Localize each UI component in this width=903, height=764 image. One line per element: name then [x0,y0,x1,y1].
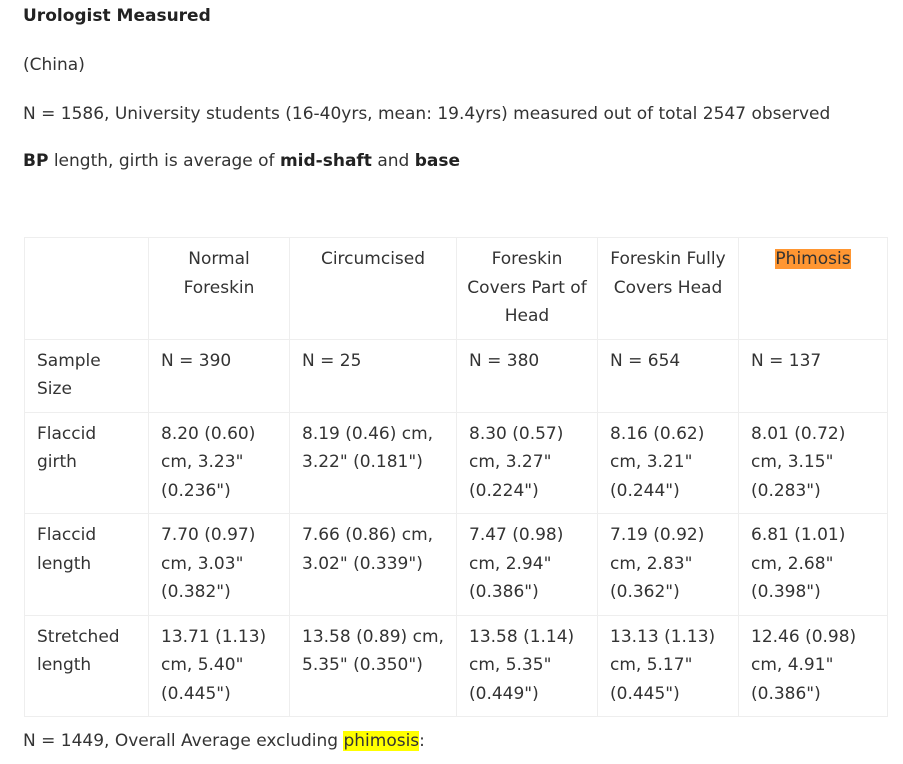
overall-average-line: N = 1449, Overall Average excluding phim… [23,731,425,751]
phimosis-highlight: phimosis [343,731,420,751]
row-label: Stretched length [24,614,149,717]
table-cell: 8.30 (0.57) cm, 3.27" (0.224") [456,411,598,514]
table-cell: 13.71 (1.13) cm, 5.40" (0.445") [148,614,290,717]
table-cell: 13.58 (0.89) cm, 5.35" (0.350") [289,614,457,717]
table-cell: 8.01 (0.72) cm, 3.15" (0.283") [738,411,888,514]
table-cell: 7.70 (0.97) cm, 3.03" (0.382") [148,513,290,616]
row-label: Flaccid length [24,513,149,616]
row-label: Flaccid girth [24,411,149,514]
table-row: Stretched length 13.71 (1.13) cm, 5.40" … [24,614,888,717]
header-phimosis: Phimosis [738,237,888,340]
overall-average-colon: : [419,731,425,751]
table-cell: N = 137 [738,338,888,413]
table-cell: N = 380 [456,338,598,413]
phimosis-highlight: Phimosis [775,249,851,269]
header-covers-part: Foreskin Covers Part of Head [456,237,598,340]
overall-average-text: N = 1449, Overall Average excluding [23,731,344,751]
table-row: Sample Size N = 390 N = 25 N = 380 N = 6… [24,338,888,413]
measurements-table: Normal Foreskin Circumcised Foreskin Cov… [24,237,888,717]
table-cell: 12.46 (0.98) cm, 4.91" (0.386") [738,614,888,717]
sample-description: N = 1586, University students (16-40yrs,… [23,104,831,124]
section-title: Urologist Measured [23,6,211,26]
table-cell: 13.58 (1.14) cm, 5.35" (0.449") [456,614,598,717]
table-cell: N = 390 [148,338,290,413]
header-circumcised: Circumcised [289,237,457,340]
table-cell: 8.16 (0.62) cm, 3.21" (0.244") [597,411,739,514]
table-cell: 8.19 (0.46) cm, 3.22" (0.181") [289,411,457,514]
header-fully-covers: Foreskin Fully Covers Head [597,237,739,340]
method-and: and [371,151,415,171]
table-cell: N = 25 [289,338,457,413]
method-description: BP length, girth is average of mid-shaft… [23,151,460,171]
table-cell: 7.19 (0.92) cm, 2.83" (0.362") [597,513,739,616]
mid-shaft-term: mid-shaft [279,151,372,171]
table-cell: 13.13 (1.13) cm, 5.17" (0.445") [597,614,739,717]
bp-term: BP [23,151,49,171]
table-row: Flaccid length 7.70 (0.97) cm, 3.03" (0.… [24,513,888,616]
table-row: Flaccid girth 8.20 (0.60) cm, 3.23" (0.2… [24,411,888,514]
base-term: base [414,151,461,171]
method-text: length, girth is average of [48,151,280,171]
header-empty [24,237,149,340]
table-cell: 7.47 (0.98) cm, 2.94" (0.386") [456,513,598,616]
table-header-row: Normal Foreskin Circumcised Foreskin Cov… [24,237,888,340]
table-cell: N = 654 [597,338,739,413]
table-cell: 8.20 (0.60) cm, 3.23" (0.236") [148,411,290,514]
table-cell: 6.81 (1.01) cm, 2.68" (0.398") [738,513,888,616]
table-cell: 7.66 (0.86) cm, 3.02" (0.339") [289,513,457,616]
country-label: (China) [23,55,85,75]
row-label: Sample Size [24,338,149,413]
header-normal-foreskin: Normal Foreskin [148,237,290,340]
